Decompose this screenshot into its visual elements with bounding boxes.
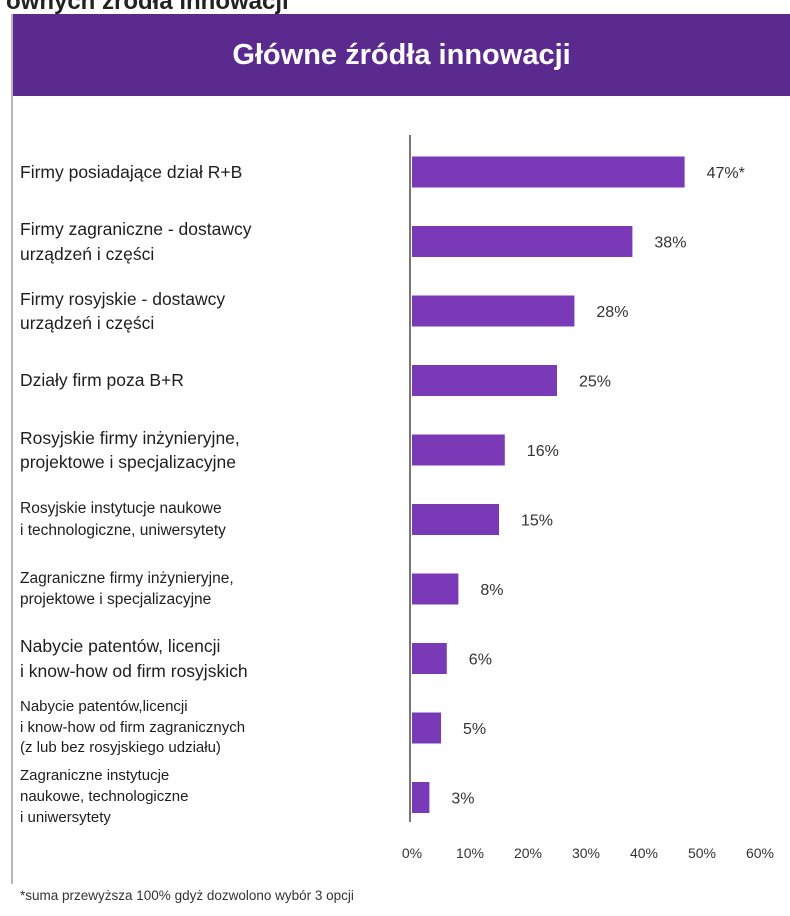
category-label-line: projektowe i specjalizacyjne bbox=[20, 591, 212, 608]
footnote: *suma przewyższa 100% gdyż dozwolono wyb… bbox=[20, 888, 354, 903]
data-label: 16% bbox=[527, 443, 559, 460]
category-label-line: Rosyjskie instytucje naukowe bbox=[20, 500, 222, 518]
chart-frame bbox=[11, 14, 790, 884]
bar bbox=[412, 712, 441, 744]
x-tick-label: 30% bbox=[572, 845, 600, 861]
data-label: 5% bbox=[463, 721, 486, 738]
bar bbox=[412, 504, 499, 535]
chart-title: Główne źródła innowacji bbox=[232, 39, 571, 71]
x-tick-label: 10% bbox=[456, 845, 484, 861]
cropped-header-text: ównych źródła innowacji bbox=[6, 0, 289, 15]
data-label: 25% bbox=[579, 374, 611, 391]
bar bbox=[412, 782, 430, 813]
category-label: Nabycie patentów, licencji i know-how od … bbox=[20, 634, 408, 682]
category-label-line: Rosyjskie firmy inżynieryjne, bbox=[20, 427, 240, 448]
category-label-line: Firmy rosyjskie - dostawcy bbox=[20, 288, 226, 309]
category-label-line: Zagraniczne instytucje bbox=[20, 767, 170, 785]
category-label: Firmy zagraniczne - dostawcy urządzeń i c… bbox=[20, 217, 408, 265]
category-label-line: Nabycie patentów, licencji bbox=[20, 636, 221, 657]
category-label-line: projektowe i specjalizacyjne bbox=[20, 452, 236, 472]
category-label: Rosyjskie instytucje naukowe i technologi… bbox=[20, 498, 408, 541]
category-label-line: Działy firm poza B+R bbox=[20, 370, 184, 391]
category-label-line: i technologiczne, uniwersytety bbox=[20, 521, 226, 539]
category-label-line: Firmy zagraniczne - dostawcy bbox=[20, 219, 252, 240]
bar bbox=[412, 573, 459, 605]
category-label-line: naukowe, technologiczne bbox=[20, 788, 189, 806]
x-tick-label: 60% bbox=[746, 845, 774, 861]
category-label: Zagraniczne instytucje naukowe, technolog… bbox=[20, 766, 408, 828]
category-label-line: (z lub bez rosyjskiego udziału) bbox=[20, 739, 221, 757]
category-label-line: i know-how od firm rosyjskich bbox=[20, 660, 248, 681]
category-label-line: Firmy posiadające dział R+B bbox=[20, 161, 243, 182]
category-label-line: i know-how od firm zagranicznych bbox=[20, 718, 246, 736]
x-tick-label: 40% bbox=[630, 845, 658, 861]
data-label: 6% bbox=[469, 652, 492, 669]
bar bbox=[412, 365, 557, 396]
top-strip: ównych źródła innowacji bbox=[0, 0, 790, 15]
category-label-line: urządzeń i części bbox=[20, 243, 155, 264]
category-label-line: Zagraniczne firmy inżynieryjne, bbox=[20, 569, 234, 587]
category-label-line: Nabycie patentów,licencji bbox=[20, 697, 188, 715]
x-tick-label: 0% bbox=[402, 845, 422, 861]
bar bbox=[412, 434, 505, 466]
category-label: Zagraniczne firmy inżynieryjne, projektow… bbox=[20, 568, 408, 611]
data-label: 3% bbox=[451, 791, 474, 808]
data-label: 28% bbox=[596, 304, 628, 321]
bar bbox=[412, 295, 575, 327]
category-label-line: urządzeń i części bbox=[20, 313, 155, 333]
category-label: Firmy posiadające dział R+B bbox=[20, 160, 408, 184]
bar bbox=[412, 643, 447, 674]
category-label: Działy firm poza B+R bbox=[20, 368, 408, 392]
x-tick-label: 50% bbox=[688, 845, 716, 861]
data-label: 47%* bbox=[707, 165, 745, 182]
title-bar: Główne źródła innowacji bbox=[13, 14, 790, 96]
bar bbox=[412, 226, 633, 257]
x-tick-label: 20% bbox=[514, 845, 542, 861]
bar bbox=[412, 156, 685, 188]
category-label: Firmy rosyjskie - dostawcy urządzeń i czę… bbox=[20, 287, 408, 335]
data-label: 15% bbox=[521, 513, 553, 530]
category-label: Rosyjskie firmy inżynieryjne, projektowe … bbox=[20, 426, 408, 474]
data-label: 8% bbox=[480, 582, 503, 599]
data-label: 38% bbox=[654, 235, 686, 252]
category-label: Nabycie patentów,licencji i know-how od f… bbox=[20, 697, 408, 759]
category-label-line: i uniwersytety bbox=[20, 808, 111, 826]
